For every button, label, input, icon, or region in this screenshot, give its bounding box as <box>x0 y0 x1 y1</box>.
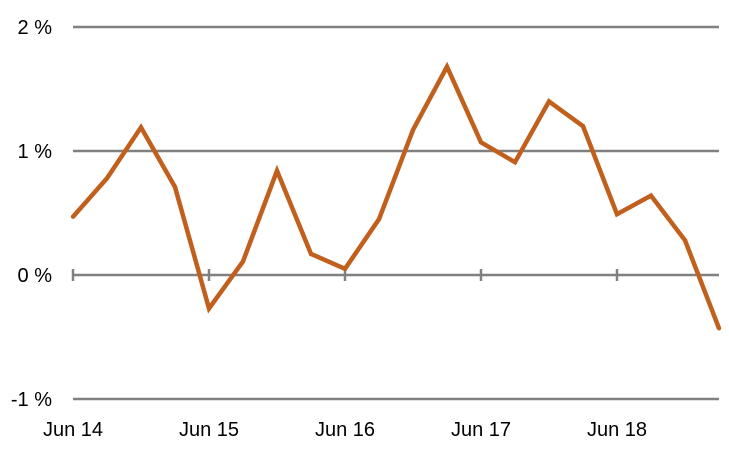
data-point-0-9 <box>376 217 382 222</box>
y-tick-label-2: 1 % <box>18 141 53 163</box>
series-layer <box>70 61 722 331</box>
x-tick-label-2: Jun 16 <box>315 419 375 441</box>
y-tick-label-3: 2 % <box>18 17 53 39</box>
data-point-0-7 <box>308 251 314 257</box>
data-point-0-10 <box>410 127 416 133</box>
gridlines <box>73 25 719 401</box>
data-point-0-4 <box>206 306 212 311</box>
y-tick-label-1: 0 % <box>18 265 53 287</box>
y-axis-tick-labels: -1 % 0 % 1 % 2 % <box>11 17 52 411</box>
data-point-0-14 <box>546 99 552 104</box>
x-tick-label-4: Jun 18 <box>587 419 647 441</box>
x-tick-label-3: Jun 17 <box>451 419 511 441</box>
x-tick-label-0: Jun 14 <box>43 419 103 441</box>
data-point-0-17 <box>648 193 654 198</box>
y-tick-label-0: -1 % <box>11 389 52 411</box>
data-point-0-19 <box>716 326 722 331</box>
data-point-0-5 <box>240 259 246 264</box>
data-point-0-13 <box>512 160 518 165</box>
x-tick-label-1: Jun 15 <box>179 419 239 441</box>
data-point-0-2 <box>138 125 144 130</box>
data-point-0-12 <box>478 140 484 145</box>
x-axis: Jun 14 Jun 15 Jun 16 Jun 17 Jun 18 <box>43 269 647 441</box>
data-point-0-8 <box>342 266 348 271</box>
data-point-0-18 <box>682 238 688 243</box>
series-line-0 <box>71 61 722 330</box>
data-point-0-16 <box>614 212 620 217</box>
data-point-0-6 <box>274 168 280 173</box>
data-point-0-3 <box>172 184 178 190</box>
data-point-0-15 <box>580 124 586 129</box>
data-point-0-0 <box>70 214 76 219</box>
data-point-0-11 <box>444 64 450 69</box>
data-point-0-1 <box>104 176 110 181</box>
